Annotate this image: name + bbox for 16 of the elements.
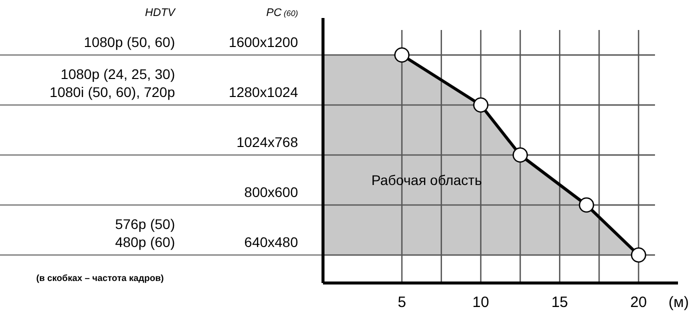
y2-tick-label: 576p (50) 480p (60) bbox=[115, 216, 175, 250]
y-axis-title: PC (60) bbox=[266, 7, 298, 19]
y2-tick-label: 1080p (50, 60) bbox=[84, 34, 175, 50]
x-tick-label: 5 bbox=[398, 294, 406, 311]
x-tick-label: 20 bbox=[630, 294, 647, 311]
y2-tick-label: 1080p (24, 25, 30) 1080i (50, 60), 720p bbox=[50, 66, 176, 100]
x-tick-label: 10 bbox=[472, 294, 490, 311]
y-tick-label: 1024x768 bbox=[236, 134, 298, 150]
y-tick-label: 800x600 bbox=[244, 184, 298, 200]
y-tick-label: 1600x1200 bbox=[228, 34, 298, 50]
y-tick-label: 640x480 bbox=[244, 234, 298, 250]
y2-axis-title: HDTV bbox=[145, 7, 177, 19]
x-tick-label: 15 bbox=[551, 294, 568, 311]
y-tick-label: 1280x1024 bbox=[228, 84, 298, 100]
x-axis-title: (м) bbox=[668, 294, 689, 311]
text: (в скобках – частота кадров) bbox=[36, 273, 164, 283]
